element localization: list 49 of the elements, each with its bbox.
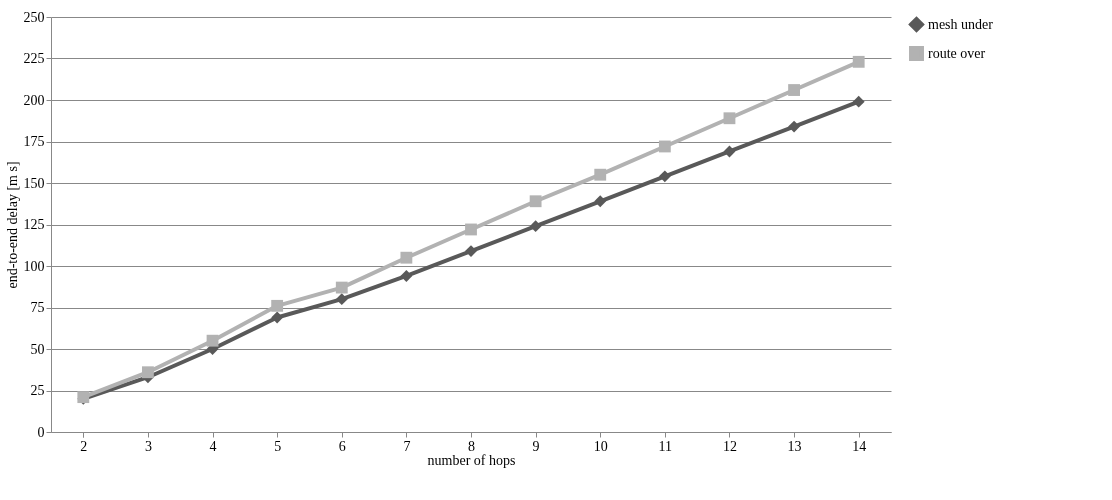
y-tick-label: 50 [30, 341, 45, 357]
x-tick-label: 7 [403, 438, 411, 454]
y-tick-label: 125 [23, 217, 45, 232]
point [788, 84, 800, 96]
point [723, 112, 736, 125]
x-tick-label: 14 [852, 438, 867, 454]
y-tick-label: 75 [30, 300, 45, 315]
point [723, 145, 736, 158]
point [400, 270, 413, 282]
point [271, 311, 284, 324]
x-tick-label: 4 [209, 438, 217, 454]
point [142, 366, 154, 379]
y-tick-label: 25 [30, 383, 45, 398]
y-tick-label: 200 [23, 92, 45, 108]
point [594, 168, 607, 181]
point [529, 220, 542, 233]
point [852, 95, 865, 108]
x-tick-label: 2 [80, 438, 88, 454]
point [788, 120, 800, 133]
x-tick-label: 6 [338, 438, 346, 454]
point [335, 281, 348, 294]
point [658, 170, 671, 183]
y-tick-label: 100 [23, 258, 45, 274]
y-tick-label: 0 [37, 424, 45, 440]
legend-label: mesh under [928, 16, 994, 32]
x-tick-label: 13 [787, 438, 802, 454]
point [400, 251, 413, 264]
x-tick-label: 5 [274, 438, 282, 454]
x-tick-label: 11 [658, 438, 673, 454]
y-tick-label: 150 [23, 175, 45, 191]
x-tick-label: 12 [722, 438, 737, 454]
point [594, 195, 607, 208]
y-tick-label: 250 [23, 9, 45, 25]
point [529, 195, 542, 208]
legend-label: route over [928, 45, 986, 61]
point [271, 299, 284, 312]
x-tick-label: 8 [468, 438, 475, 454]
x-axis-title: number of hops [427, 452, 516, 468]
point [335, 293, 348, 306]
y-axis-title: end-to-end delay [m s] [4, 161, 20, 289]
x-tick-label: 3 [144, 438, 152, 454]
point [206, 334, 219, 347]
y-tick-label: 225 [23, 51, 45, 66]
point [852, 55, 865, 68]
point [658, 140, 671, 153]
point [465, 223, 477, 236]
x-tick-label: 10 [593, 438, 608, 454]
x-tick-label: 9 [532, 438, 540, 454]
y-tick-label: 175 [23, 134, 45, 149]
